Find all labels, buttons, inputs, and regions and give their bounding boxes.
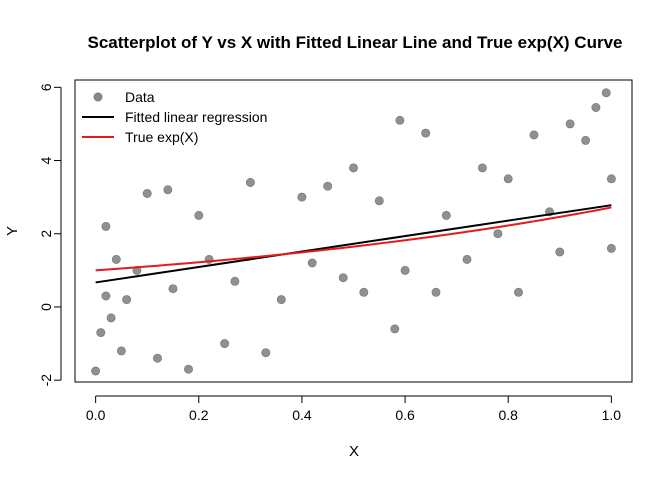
data-point xyxy=(606,174,616,184)
x-tick-label: 0.4 xyxy=(292,407,312,423)
data-point xyxy=(323,181,333,191)
legend-data-label: Data xyxy=(125,89,155,105)
data-point xyxy=(168,284,178,294)
data-point xyxy=(431,287,441,297)
y-tick-label: 0 xyxy=(38,303,54,311)
data-point xyxy=(163,185,173,195)
data-point xyxy=(606,243,616,253)
data-point xyxy=(122,295,132,305)
legend-true-curve-label: True exp(X) xyxy=(125,129,198,145)
data-point xyxy=(395,115,405,125)
data-point xyxy=(591,103,601,113)
data-point xyxy=(441,210,451,220)
y-tick-label: 4 xyxy=(38,156,54,164)
data-point xyxy=(338,273,348,283)
data-point xyxy=(493,229,503,239)
data-point xyxy=(230,276,240,286)
y-tick-label: -2 xyxy=(38,374,54,387)
data-point xyxy=(111,254,121,264)
fitted-regression-line xyxy=(95,204,612,284)
data-point xyxy=(106,313,116,323)
data-point xyxy=(555,247,565,257)
data-point xyxy=(529,130,539,140)
y-tick-label: 6 xyxy=(38,83,54,91)
data-point xyxy=(184,364,194,374)
x-tick-label: 0.2 xyxy=(189,407,209,423)
y-axis: -2 0 2 4 6 xyxy=(38,83,62,387)
data-point xyxy=(513,287,523,297)
data-point xyxy=(297,192,307,202)
chart-title: Scatterplot of Y vs X with Fitted Linear… xyxy=(88,33,623,52)
data-point xyxy=(462,254,472,264)
data-point xyxy=(261,348,271,358)
data-point xyxy=(390,324,400,334)
legend-data-marker xyxy=(93,92,103,102)
data-point xyxy=(245,178,255,188)
data-point xyxy=(503,174,513,184)
x-tick-label: 0.8 xyxy=(498,407,518,423)
data-point xyxy=(96,328,106,338)
x-tick-label: 1.0 xyxy=(602,407,622,423)
x-tick-label: 0.0 xyxy=(86,407,106,423)
data-point xyxy=(116,346,126,356)
data-points xyxy=(91,88,616,376)
data-point xyxy=(307,258,317,268)
x-axis-label: X xyxy=(349,443,359,460)
data-point xyxy=(101,291,111,301)
y-axis-label: Y xyxy=(4,226,21,236)
true-exp-curve xyxy=(95,206,612,272)
data-point xyxy=(581,135,591,145)
data-point xyxy=(374,196,384,206)
data-point xyxy=(220,339,230,349)
data-point xyxy=(400,265,410,275)
data-point xyxy=(359,287,369,297)
legend-fitted-line-label: Fitted linear regression xyxy=(125,109,267,125)
plot-frame xyxy=(74,79,633,383)
data-point xyxy=(601,88,611,98)
data-point xyxy=(348,163,358,173)
data-point xyxy=(194,210,204,220)
data-point xyxy=(101,221,111,231)
data-point xyxy=(153,353,163,363)
y-tick-label: 2 xyxy=(38,230,54,238)
data-point xyxy=(477,163,487,173)
data-point xyxy=(142,189,152,199)
x-axis: 0.0 0.2 0.4 0.6 0.8 1.0 xyxy=(86,395,622,423)
x-tick-label: 0.6 xyxy=(395,407,415,423)
data-point xyxy=(276,295,286,305)
data-point xyxy=(421,128,431,138)
legend: Data Fitted linear regression True exp(X… xyxy=(82,89,267,145)
fitted-lines xyxy=(95,204,612,284)
data-point xyxy=(565,119,575,129)
data-point xyxy=(91,366,101,376)
